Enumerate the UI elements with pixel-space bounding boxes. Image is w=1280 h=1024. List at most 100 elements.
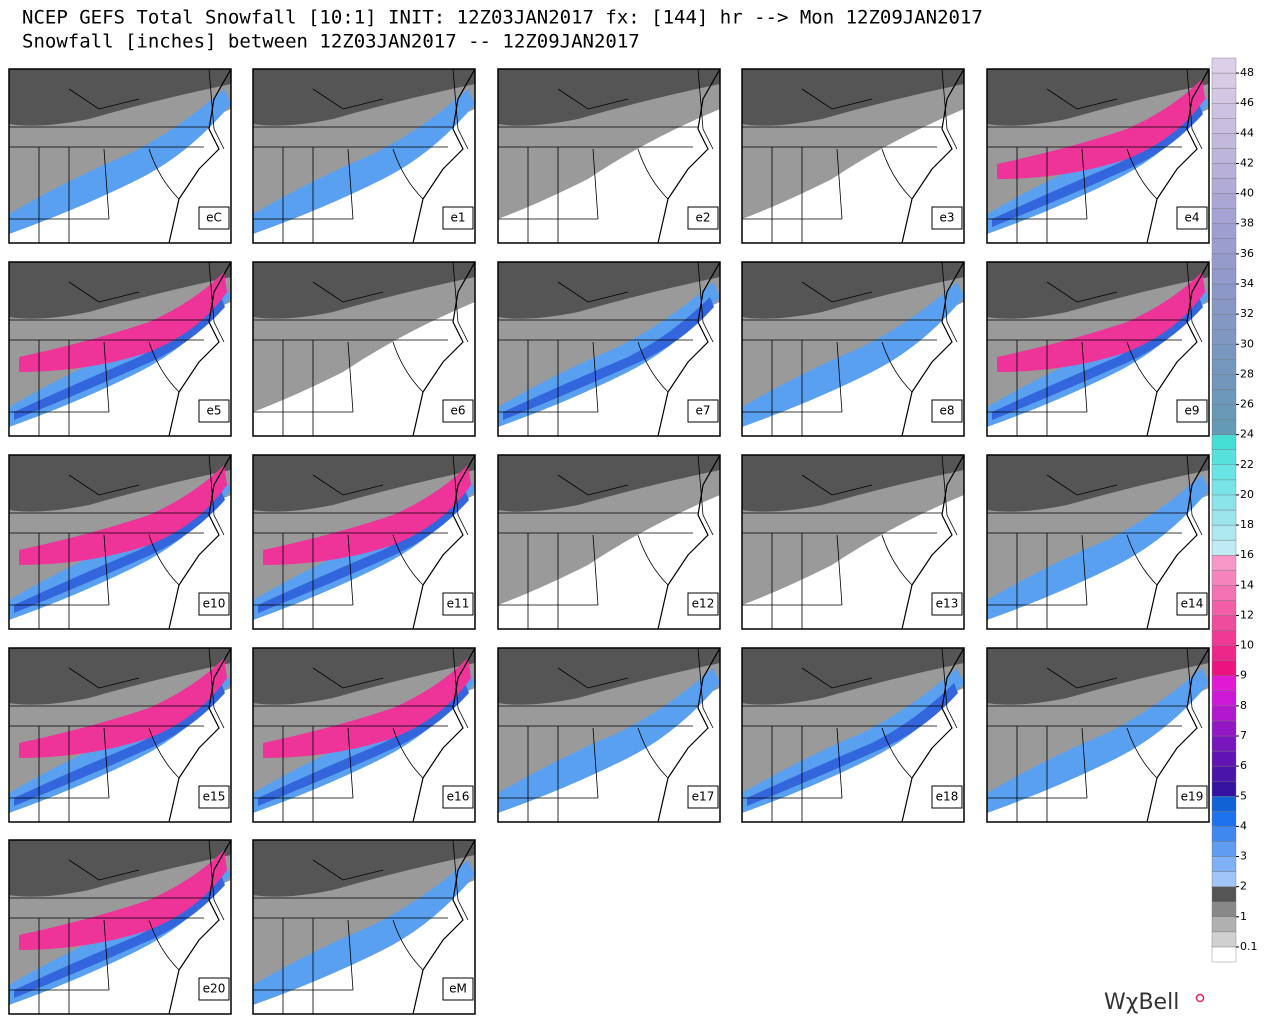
colorbar-label: 38	[1240, 217, 1254, 230]
colorbar-box	[1211, 238, 1237, 255]
colorbar-box	[1211, 735, 1237, 752]
colorbar-box	[1211, 329, 1237, 345]
map-panel: e4	[986, 68, 1210, 244]
colorbar-label: 12	[1240, 608, 1254, 621]
snow-deep	[747, 683, 958, 806]
panel-label: e17	[692, 790, 715, 804]
snow-heavy	[263, 658, 471, 758]
map-panel: eC	[8, 68, 232, 244]
colorbar-box	[1211, 118, 1237, 134]
snow-dark	[253, 840, 475, 897]
map-panel: e8	[741, 261, 965, 437]
colorbar-box	[1211, 931, 1237, 948]
panel-label: e1	[450, 211, 465, 225]
colorbar-box	[1211, 946, 1237, 963]
colorbar-box	[1211, 268, 1237, 285]
colorbar-box	[1211, 570, 1237, 586]
map-content	[9, 69, 231, 243]
colorbar-label: 0.1	[1240, 940, 1258, 953]
colorbar-box	[1211, 524, 1237, 541]
snow-deep	[14, 683, 225, 806]
panel-label: e18	[936, 790, 959, 804]
snow-dark	[253, 69, 475, 126]
label-box	[931, 785, 963, 809]
colorbar-label: 26	[1240, 398, 1254, 411]
label-box	[198, 977, 230, 1001]
label-box	[687, 592, 719, 616]
map-content	[498, 262, 720, 436]
panel-frame	[8, 839, 232, 1015]
panel-frame	[741, 454, 965, 630]
colorbar-box	[1211, 374, 1237, 390]
snow-blue	[253, 89, 475, 234]
label-box	[931, 399, 963, 423]
label-box	[1176, 399, 1208, 423]
label-box	[687, 399, 719, 423]
panel-label: e8	[939, 404, 954, 418]
snow-dark	[498, 262, 720, 319]
colorbar-label: 30	[1240, 337, 1254, 350]
colorbar-box	[1211, 555, 1237, 571]
map-panel: e20	[8, 839, 232, 1015]
colorbar-label: 7	[1240, 729, 1247, 742]
map-content	[742, 455, 964, 629]
panel-label: e15	[203, 790, 226, 804]
snow-deep	[14, 490, 225, 613]
map-content	[742, 262, 964, 436]
borders	[987, 455, 1203, 629]
subtitle: Snowfall [inches] between 12Z03JAN2017 -…	[22, 31, 640, 53]
map-content	[9, 648, 231, 822]
snow-blue	[987, 475, 1209, 620]
snow-dark	[742, 69, 964, 126]
panel-label: e3	[939, 211, 954, 225]
snow-dark	[9, 262, 231, 319]
snow-blue	[742, 282, 964, 427]
map-panel: e2	[497, 68, 721, 244]
borders	[498, 262, 714, 436]
map-content	[253, 648, 475, 822]
panel-label: e9	[1184, 404, 1199, 418]
borders	[9, 840, 225, 1014]
snow-heavy	[997, 272, 1205, 372]
borders	[9, 648, 225, 822]
label-box	[931, 206, 963, 230]
panel-label: e10	[203, 597, 226, 611]
colorbar-label: 16	[1240, 548, 1254, 561]
snow-dark	[987, 455, 1209, 512]
panel-label: e7	[695, 404, 710, 418]
label-box	[687, 785, 719, 809]
panel-frame	[8, 647, 232, 823]
label-box	[931, 592, 963, 616]
snow-blue	[987, 668, 1209, 813]
colorbar-box	[1211, 87, 1237, 104]
snow-dark	[742, 648, 964, 705]
snow-blue	[9, 89, 231, 234]
snow-dark	[498, 455, 720, 512]
coast	[168, 840, 231, 1014]
coast	[657, 648, 720, 822]
colorbar-box	[1211, 645, 1237, 661]
panel-frame	[497, 261, 721, 437]
panel-frame	[986, 261, 1210, 437]
map-panel: e5	[8, 261, 232, 437]
panel-label: e14	[1181, 597, 1204, 611]
panel-label: e19	[1181, 790, 1204, 804]
colorbar-box	[1211, 283, 1237, 300]
colorbar-box	[1211, 253, 1237, 270]
colorbar-box	[1211, 389, 1237, 405]
map-content	[987, 69, 1209, 243]
colorbar-box	[1211, 720, 1237, 737]
map-panel: e17	[497, 647, 721, 823]
borders	[9, 455, 225, 629]
map-panel: e3	[741, 68, 965, 244]
coast	[657, 69, 720, 243]
colorbar-label: 48	[1240, 66, 1254, 79]
snow-deep	[258, 490, 469, 613]
snow-heavy	[19, 658, 227, 758]
snow-deep	[258, 683, 469, 806]
panel-label: e20	[203, 982, 226, 996]
borders	[742, 648, 958, 822]
map-content	[253, 69, 475, 243]
colorbar-box	[1211, 479, 1237, 496]
